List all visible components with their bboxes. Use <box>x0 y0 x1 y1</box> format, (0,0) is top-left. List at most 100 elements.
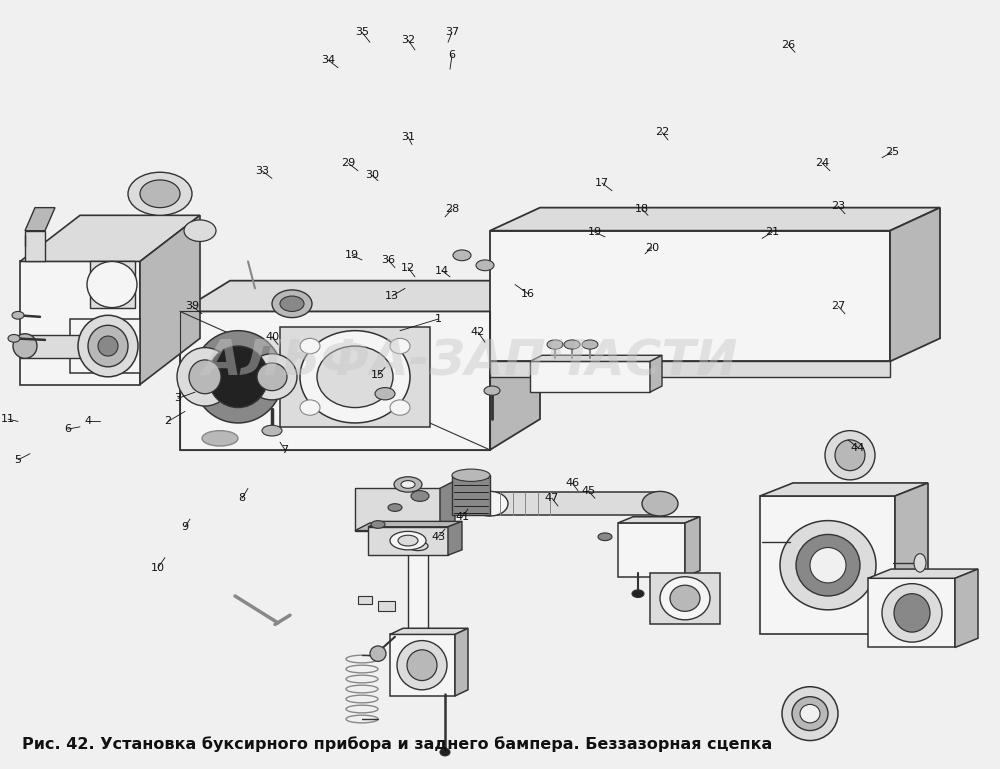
Ellipse shape <box>8 335 20 342</box>
Polygon shape <box>895 483 928 634</box>
Ellipse shape <box>208 346 268 408</box>
Polygon shape <box>530 355 662 361</box>
Ellipse shape <box>193 331 283 423</box>
Polygon shape <box>490 361 890 377</box>
Polygon shape <box>440 481 455 531</box>
Polygon shape <box>25 231 45 261</box>
Text: 6: 6 <box>448 50 456 61</box>
Text: 11: 11 <box>1 414 15 424</box>
Text: 39: 39 <box>185 301 199 311</box>
Ellipse shape <box>780 521 876 610</box>
Ellipse shape <box>390 531 426 550</box>
Ellipse shape <box>12 311 24 319</box>
Polygon shape <box>20 261 140 384</box>
Text: 9: 9 <box>181 521 189 532</box>
Ellipse shape <box>189 360 221 394</box>
Polygon shape <box>955 569 978 647</box>
Text: 30: 30 <box>365 170 379 181</box>
Ellipse shape <box>894 594 930 632</box>
Text: 16: 16 <box>521 288 535 299</box>
Ellipse shape <box>914 554 926 572</box>
Text: 21: 21 <box>765 227 779 238</box>
Text: 31: 31 <box>401 131 415 142</box>
Ellipse shape <box>632 590 644 598</box>
Polygon shape <box>390 634 455 696</box>
Ellipse shape <box>407 650 437 681</box>
Polygon shape <box>685 517 700 577</box>
Polygon shape <box>890 208 940 361</box>
Text: 1: 1 <box>434 314 442 325</box>
Ellipse shape <box>476 260 494 271</box>
Text: 14: 14 <box>435 265 449 276</box>
Text: 19: 19 <box>345 250 359 261</box>
Text: 27: 27 <box>831 301 845 311</box>
Polygon shape <box>490 208 940 231</box>
Polygon shape <box>408 546 428 642</box>
Polygon shape <box>20 335 80 358</box>
Polygon shape <box>368 521 462 527</box>
Ellipse shape <box>398 535 418 546</box>
Polygon shape <box>618 523 685 577</box>
Text: 20: 20 <box>645 242 659 253</box>
Ellipse shape <box>792 697 828 731</box>
Polygon shape <box>140 215 200 384</box>
Ellipse shape <box>440 748 450 756</box>
Ellipse shape <box>388 504 402 511</box>
Ellipse shape <box>257 363 287 391</box>
Ellipse shape <box>128 172 192 215</box>
Ellipse shape <box>280 296 304 311</box>
Text: 22: 22 <box>655 127 669 138</box>
Text: 18: 18 <box>635 204 649 215</box>
Ellipse shape <box>782 687 838 741</box>
Ellipse shape <box>835 440 865 471</box>
Text: 29: 29 <box>341 158 355 168</box>
Ellipse shape <box>375 388 395 400</box>
Text: 45: 45 <box>581 485 595 496</box>
Ellipse shape <box>397 641 447 690</box>
Text: 2: 2 <box>164 416 172 427</box>
Text: 32: 32 <box>401 35 415 45</box>
Ellipse shape <box>88 325 128 367</box>
Polygon shape <box>530 361 650 392</box>
Text: Рис. 42. Установка буксирного прибора и заднего бампера. Беззазорная сцепка: Рис. 42. Установка буксирного прибора и … <box>22 737 772 752</box>
Text: 28: 28 <box>445 204 459 215</box>
Text: 24: 24 <box>815 158 829 168</box>
Ellipse shape <box>411 491 429 501</box>
Polygon shape <box>355 488 440 531</box>
Ellipse shape <box>825 431 875 480</box>
Polygon shape <box>180 311 490 450</box>
Ellipse shape <box>796 534 860 596</box>
Ellipse shape <box>300 338 320 354</box>
Ellipse shape <box>300 331 410 423</box>
Polygon shape <box>452 475 490 515</box>
Ellipse shape <box>484 386 500 395</box>
Text: 26: 26 <box>781 39 795 50</box>
Ellipse shape <box>408 638 428 647</box>
Ellipse shape <box>177 348 233 406</box>
Polygon shape <box>390 628 468 634</box>
Ellipse shape <box>184 220 216 241</box>
Text: 4: 4 <box>84 416 92 427</box>
Text: 46: 46 <box>565 478 579 488</box>
Ellipse shape <box>202 431 238 446</box>
Polygon shape <box>650 573 720 624</box>
Ellipse shape <box>390 338 410 354</box>
Text: 13: 13 <box>385 291 399 301</box>
Ellipse shape <box>394 477 422 492</box>
Text: 23: 23 <box>831 201 845 211</box>
Text: 17: 17 <box>595 178 609 188</box>
Ellipse shape <box>660 577 710 620</box>
Ellipse shape <box>564 340 580 349</box>
Ellipse shape <box>370 646 386 661</box>
Text: 15: 15 <box>371 370 385 381</box>
Ellipse shape <box>408 541 428 551</box>
Polygon shape <box>70 319 140 373</box>
Ellipse shape <box>452 469 490 481</box>
Polygon shape <box>368 527 448 555</box>
Ellipse shape <box>98 336 118 356</box>
Text: 25: 25 <box>885 147 899 158</box>
Polygon shape <box>180 281 540 311</box>
Text: 40: 40 <box>265 331 279 342</box>
Text: 8: 8 <box>238 493 246 504</box>
Ellipse shape <box>78 315 138 377</box>
